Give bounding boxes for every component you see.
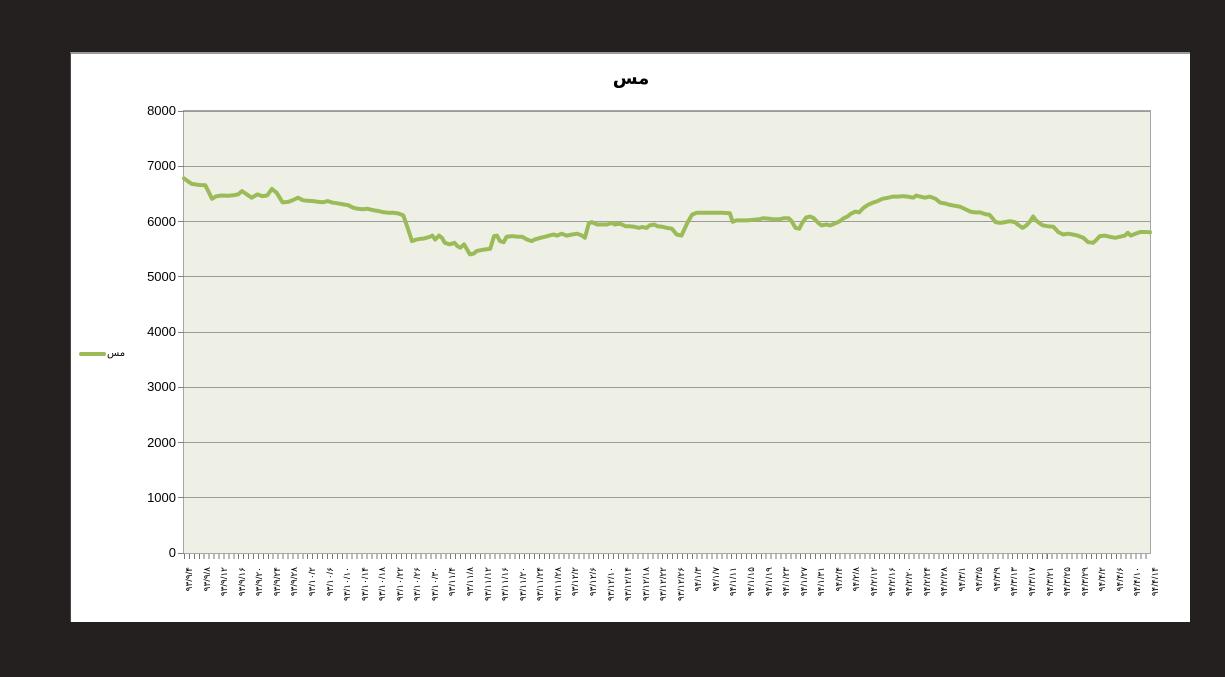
chart-title: مس xyxy=(612,68,650,88)
x-axis-tick-label: ۹۴/۱/۲۷ xyxy=(798,567,809,597)
x-axis-tick-label: ۹۳/۱۱/۴ xyxy=(447,567,458,597)
x-axis-tick-label: ۹۳/۱۱/۱۲ xyxy=(482,567,493,602)
x-axis-tick-label: ۹۴/۲/۲۰ xyxy=(904,567,915,597)
x-axis-tick-label: ۹۳/۱۰/۳۰ xyxy=(429,567,440,602)
x-axis-tick-label: ۹۴/۳/۱ xyxy=(956,567,967,592)
legend-line-marker xyxy=(79,351,106,356)
y-axis-tick-label: 7000 xyxy=(147,158,176,174)
series-line-svg xyxy=(182,176,1152,257)
x-axis-tick-label: ۹۳/۱۰/۶ xyxy=(324,567,335,597)
x-axis-tick-label: ۹۳/۱۰/۱۸ xyxy=(377,567,388,602)
x-axis-tick-label: ۹۳/۱۱/۸ xyxy=(465,567,476,597)
x-axis-tick-label: ۹۴/۱/۱۱ xyxy=(728,567,739,597)
legend: مس xyxy=(79,348,125,359)
x-axis-tick-label: ۹۳/۱۲/۶ xyxy=(587,567,598,597)
x-axis-tick-label: ۹۳/۹/۱۲ xyxy=(219,567,230,597)
y-axis-tick-mark xyxy=(178,110,184,112)
y-axis-tick-label: 0 xyxy=(168,545,176,560)
series-line xyxy=(182,176,1152,257)
x-axis-tick-label: ۹۳/۱۰/۲ xyxy=(306,567,317,597)
x-axis-tick-label: ۹۴/۳/۲۱ xyxy=(1044,567,1055,597)
x-axis-tick-label: ۹۳/۱۱/۲۰ xyxy=(517,567,528,602)
x-axis-tick-label: ۹۴/۲/۴ xyxy=(833,567,844,592)
x-axis-tick-label: ۹۴/۳/۱۳ xyxy=(1009,567,1020,597)
y-axis-tick-mark xyxy=(178,165,184,167)
y-axis-tick-label: 1000 xyxy=(147,489,176,505)
y-axis-tick-mark xyxy=(178,331,184,333)
x-axis-tick-label: ۹۳/۱۲/۲۲ xyxy=(658,567,669,602)
y-axis-tick-mark xyxy=(178,386,184,388)
x-axis-tick-label: ۹۴/۳/۲۹ xyxy=(1079,567,1090,597)
y-axis-tick-mark xyxy=(178,497,184,499)
x-axis-tick-label: ۹۳/۹/۲۰ xyxy=(254,567,265,597)
legend-label: مس xyxy=(107,348,126,359)
gridline xyxy=(184,111,1150,112)
x-axis-tick-label: ۹۳/۹/۴ xyxy=(184,567,194,592)
x-axis-tick-label: ۹۳/۱۲/۱۸ xyxy=(640,567,651,602)
x-axis-minor-ticks xyxy=(184,554,1150,559)
x-axis-tick-label: ۹۳/۱۰/۲۲ xyxy=(394,567,405,602)
gridline xyxy=(184,386,1150,388)
x-axis-tick-label: ۹۴/۱/۳۱ xyxy=(816,567,827,597)
x-axis-tick-label: ۹۳/۱۲/۲۶ xyxy=(675,567,686,602)
chart-panel: مس مس 0 1000 2000 3000 4000 5000 6000 7000 8000 … xyxy=(70,52,1190,622)
x-axis-tick-label: ۹۴/۲/۱۲ xyxy=(868,567,879,597)
x-axis-tick-label: ۹۴/۲/۲۸ xyxy=(939,567,950,597)
x-axis-tick-label: ۹۳/۹/۲۸ xyxy=(289,567,300,597)
y-axis-tick-label: 6000 xyxy=(147,213,176,229)
gridline xyxy=(184,497,1150,499)
x-axis-tick-label: ۹۳/۹/۱۶ xyxy=(236,567,247,597)
y-axis-tick-mark xyxy=(178,552,184,554)
gridline xyxy=(184,221,1150,222)
x-axis-tick-label: ۹۴/۱/۷ xyxy=(710,567,721,592)
y-axis-tick-label: 3000 xyxy=(147,379,176,395)
x-axis-tick-label: ۹۴/۳/۱۷ xyxy=(1027,567,1038,597)
x-axis-tick-label: ۹۳/۱۰/۲۶ xyxy=(412,567,423,602)
x-axis-tick-label: ۹۳/۱۲/۱۰ xyxy=(605,567,616,602)
x-axis-tick-label: ۹۴/۱/۲۳ xyxy=(781,567,792,597)
plot-area: 0 1000 2000 3000 4000 5000 6000 7000 8000 ۹۳/۹/۴… xyxy=(147,104,1160,601)
x-axis-tick-label: ۹۴/۱/۳ xyxy=(693,567,704,592)
x-axis-tick-label: ۹۳/۱۰/۱۰ xyxy=(342,567,353,602)
gridline xyxy=(184,276,1150,278)
y-axis-tick-mark xyxy=(178,276,184,278)
x-axis-tick-label: ۹۴/۱/۱۹ xyxy=(763,567,774,597)
x-axis-tick-label: ۹۴/۲/۱۶ xyxy=(886,567,897,597)
x-axis-tick-label: ۹۳/۹/۸ xyxy=(201,567,212,592)
x-axis-tick-label: ۹۴/۴/۲ xyxy=(1097,567,1108,592)
x-axis-tick-label: ۹۴/۳/۲۵ xyxy=(1062,567,1073,597)
x-axis-tick-label: ۹۴/۲/۸ xyxy=(851,567,862,592)
x-axis-tick-label: ۹۴/۴/۱۰ xyxy=(1132,567,1143,597)
gridline xyxy=(184,442,1150,443)
x-axis-tick-label: ۹۴/۴/۶ xyxy=(1114,567,1125,592)
x-axis-tick-label: ۹۳/۱۰/۱۴ xyxy=(359,567,370,602)
y-axis-tick-label: 4000 xyxy=(147,324,176,339)
y-axis-tick-mark xyxy=(178,221,184,222)
gridline xyxy=(184,165,1150,167)
y-axis-tick-mark xyxy=(178,442,184,443)
x-axis-tick-label: ۹۴/۳/۹ xyxy=(991,567,1002,592)
x-axis-tick-label: ۹۴/۱/۱۵ xyxy=(746,567,757,597)
x-axis-tick-label: ۹۳/۱۱/۲۴ xyxy=(535,567,546,602)
y-axis-tick-label: 2000 xyxy=(147,434,176,450)
y-axis-tick-label: 8000 xyxy=(147,103,176,118)
y-axis-tick-label: 5000 xyxy=(147,268,176,284)
x-axis-tick-label: ۹۴/۳/۵ xyxy=(974,567,985,592)
x-axis-tick-label: ۹۳/۱۲/۲ xyxy=(570,567,581,597)
x-axis-tick-label: ۹۴/۲/۲۴ xyxy=(921,567,932,597)
x-axis-tick-label: ۹۳/۱۲/۱۴ xyxy=(623,567,634,602)
x-axis-tick-label: ۹۳/۹/۲۴ xyxy=(271,567,282,597)
x-axis-tick-label: ۹۳/۱۱/۱۶ xyxy=(500,567,511,602)
x-axis-tick-label: ۹۳/۱۱/۲۸ xyxy=(552,567,563,602)
x-axis-tick-label: ۹۴/۴/۱۴ xyxy=(1150,567,1160,597)
gridline xyxy=(184,331,1150,333)
